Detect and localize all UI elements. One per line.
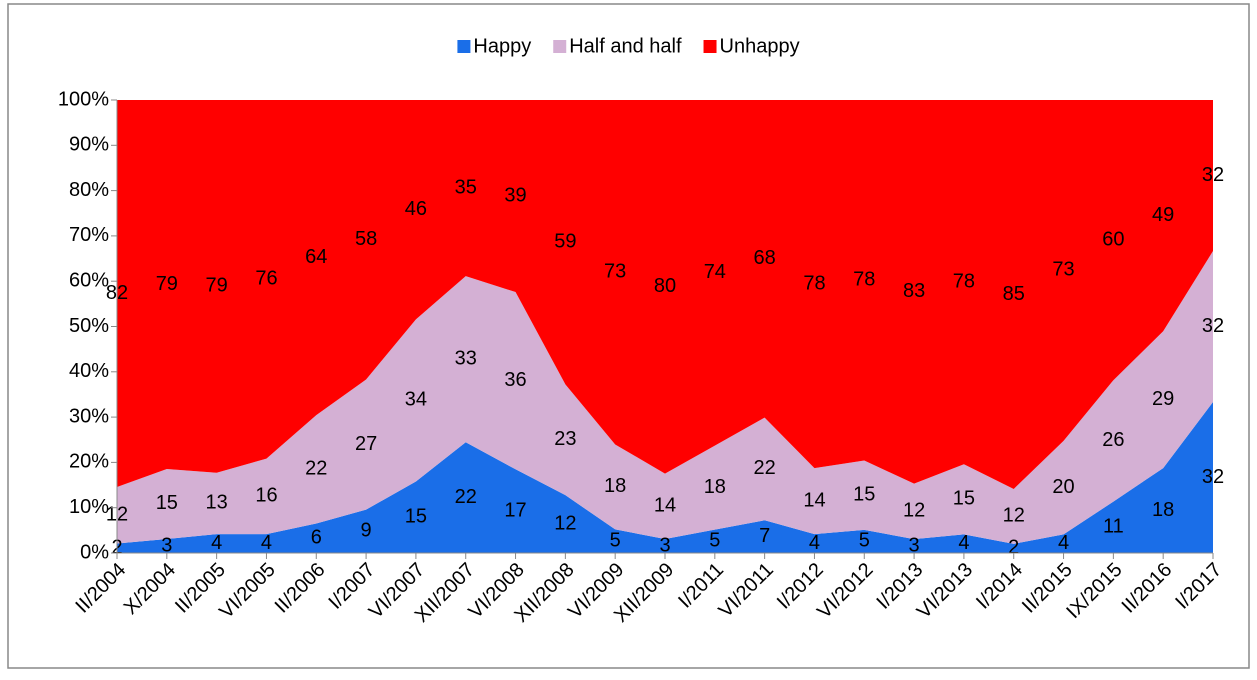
data-label: 15 [953,488,975,510]
data-label: 26 [1102,429,1124,451]
data-label: 2 [1008,537,1019,559]
data-label: 46 [405,198,427,220]
y-tick-label: 60% [69,269,109,291]
data-label: 3 [659,534,670,556]
data-label: 83 [903,280,925,302]
data-label: 4 [261,532,272,554]
data-label: 22 [305,458,327,480]
data-label: 16 [255,485,277,507]
data-label: 12 [1003,505,1025,527]
data-label: 17 [504,499,526,521]
data-label: 73 [604,261,626,283]
y-tick-label: 70% [69,224,109,246]
area [117,100,1213,489]
data-label: 29 [1152,388,1174,410]
data-label: 4 [211,532,222,554]
data-label: 22 [455,486,477,508]
area [117,251,1213,544]
data-label: 78 [803,272,825,294]
data-label: 5 [610,529,621,551]
area [117,402,1213,553]
legend: Happy Half and half Unhappy [457,35,800,57]
data-label: 33 [455,347,477,369]
data-label: 11 [1103,516,1124,538]
y-tick-label: 10% [69,496,109,518]
data-label: 85 [1003,283,1025,305]
data-label: 4 [958,532,969,554]
legend-label: Happy [473,35,531,57]
data-label: 15 [853,484,875,506]
data-label: 73 [1052,259,1074,281]
y-tick-label: 50% [69,315,109,337]
data-label: 18 [704,476,726,498]
data-label: 23 [554,428,576,450]
legend-label: Half and half [569,35,682,57]
data-label: 18 [1152,499,1174,521]
data-label: 32 [1202,164,1224,186]
data-label: 59 [554,230,576,252]
data-label: 4 [1058,532,1069,554]
data-label: 34 [405,389,427,411]
legend-swatch [703,40,717,53]
legend-swatch [457,40,471,53]
data-label: 36 [504,369,526,391]
data-label: 79 [206,275,228,297]
data-label: 20 [1052,476,1074,498]
data-label: 27 [355,433,377,455]
y-tick-label: 30% [69,405,109,427]
data-label: 15 [156,492,178,514]
data-label: 80 [654,275,676,297]
data-label: 14 [654,495,676,517]
data-label: 6 [311,527,322,549]
data-label: 5 [709,530,720,552]
data-label: 78 [853,269,875,291]
data-label: 74 [704,261,726,283]
data-label: 3 [161,534,172,556]
data-label: 32 [1202,466,1224,488]
data-label: 7 [759,525,770,547]
data-label: 58 [355,228,377,250]
data-label: 60 [1102,228,1124,250]
data-label: 18 [604,475,626,497]
data-label: 68 [754,247,776,269]
data-label: 22 [754,457,776,479]
y-tick-label: 20% [69,451,109,473]
data-label: 64 [305,246,327,268]
y-tick-label: 0% [80,541,109,563]
data-label: 32 [1202,315,1224,337]
data-label: 4 [809,532,820,554]
data-label: 35 [455,176,477,198]
legend-label: Unhappy [720,35,800,57]
data-label: 78 [953,270,975,292]
data-label: 13 [206,492,228,514]
data-label: 5 [859,530,870,552]
y-tick-label: 90% [69,134,109,156]
data-label: 15 [405,506,427,528]
legend-swatch [553,40,567,53]
data-label: 9 [361,520,372,542]
y-tick-label: 40% [69,360,109,382]
data-label: 12 [554,512,576,534]
data-label: 79 [156,273,178,295]
data-label: 3 [909,534,920,556]
data-label: 12 [903,500,925,522]
data-label: 76 [255,268,277,290]
y-tick-label: 100% [58,88,109,110]
data-label: 14 [803,489,825,511]
data-label: 39 [504,184,526,206]
data-label: 49 [1152,204,1174,226]
y-tick-label: 80% [69,179,109,201]
